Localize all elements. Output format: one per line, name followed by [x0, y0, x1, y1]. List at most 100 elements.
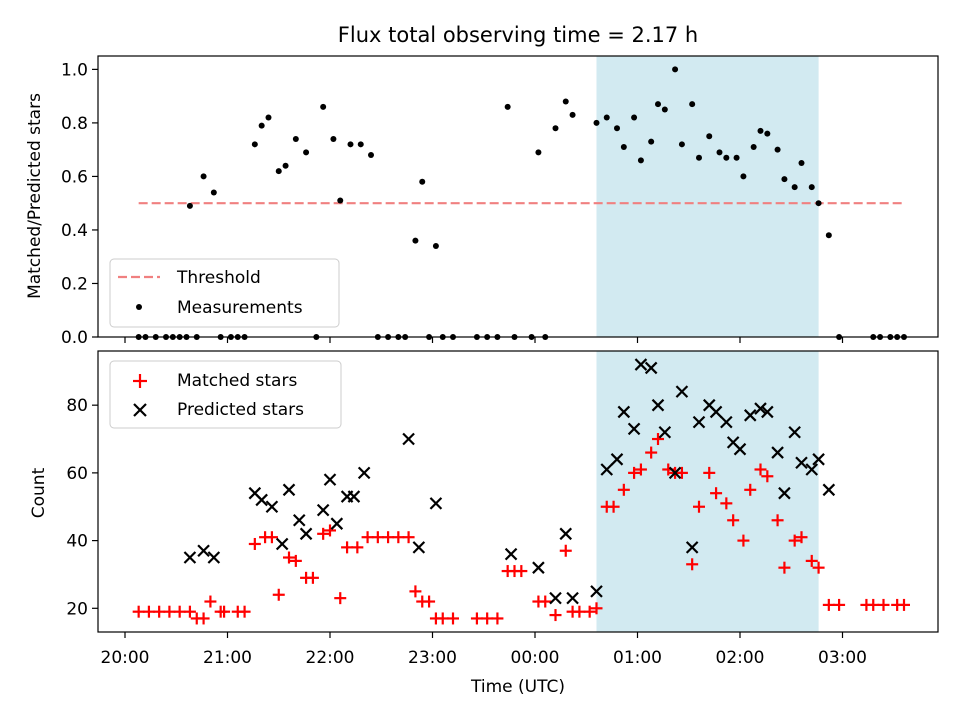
predicted-star-point — [761, 405, 774, 419]
measurement-point — [781, 176, 788, 183]
x-axis-label: Time (UTC) — [470, 677, 565, 697]
predicted-star-point — [207, 551, 221, 564]
matched-star-point — [351, 541, 364, 554]
top-y-tick-label: 0.4 — [61, 221, 88, 241]
matched-star-point — [898, 598, 910, 611]
matched-star-point — [371, 531, 384, 544]
matched-star-point — [833, 598, 846, 611]
x-tick-label: 01:00 — [613, 648, 662, 668]
measurement-point — [733, 154, 740, 161]
legend-matched-label: Matched stars — [177, 371, 297, 391]
matched-star-point — [361, 531, 374, 544]
predicted-star-point — [668, 466, 682, 480]
measurement-point — [706, 133, 713, 140]
measurement-point — [798, 160, 805, 167]
x-tick-label: 03:00 — [818, 648, 867, 668]
matched-star-point — [703, 466, 716, 479]
matched-star-point — [645, 446, 658, 459]
bottom-legend-box — [109, 360, 342, 429]
predicted-star-point — [600, 463, 614, 476]
measurement-point — [569, 111, 576, 118]
top-y-label: Matched/Predicted stars — [25, 93, 45, 299]
measurement-point — [637, 157, 644, 164]
measurement-point — [535, 149, 542, 156]
measurement-point — [808, 184, 815, 191]
matched-star-point — [771, 514, 784, 527]
bottom-panel: 20 40 60 80 20:00 21:00 22:00 23:00 00:00 01:00 0… — [29, 350, 939, 697]
x-tick-label: 21:00 — [203, 648, 252, 668]
measurement-point — [368, 152, 374, 159]
predicted-star-point — [610, 453, 624, 466]
matched-star-point — [720, 497, 733, 510]
predicted-star-point — [771, 446, 784, 459]
predicted-stars-series — [183, 358, 836, 605]
legend-measurements-swatch — [136, 304, 142, 310]
matched-star-point — [822, 598, 835, 611]
measurement-point — [200, 173, 207, 180]
measurement-point — [661, 106, 668, 113]
matched-star-point — [324, 524, 336, 537]
measurement-point — [251, 141, 258, 148]
x-tick-label: 22:00 — [306, 648, 355, 668]
measurement-point — [275, 168, 282, 175]
matched-star-point — [628, 466, 641, 479]
matched-star-point — [317, 527, 330, 540]
measurement-point — [337, 197, 344, 204]
matched-star-point — [289, 554, 302, 567]
measurement-point — [603, 114, 610, 121]
predicted-star-point — [788, 425, 801, 439]
measurement-point — [678, 141, 685, 148]
measurement-point — [412, 237, 419, 244]
x-tick-label: 00:00 — [511, 648, 560, 668]
matched-star-point — [248, 537, 261, 550]
measurement-point — [696, 154, 702, 161]
matched-star-point — [590, 602, 603, 615]
measurements-series — [135, 66, 907, 340]
predicted-star-point — [658, 425, 672, 439]
predicted-star-point — [299, 527, 313, 541]
predicted-star-point — [292, 513, 306, 527]
predicted-star-point — [692, 415, 706, 429]
predicted-star-point — [634, 358, 648, 371]
predicted-star-point — [183, 551, 197, 564]
predicted-star-point — [255, 493, 268, 507]
matched-star-point — [710, 487, 723, 500]
predicted-star-point — [532, 561, 545, 574]
predicted-star-point — [316, 503, 330, 517]
measurement-point — [282, 162, 289, 169]
measurement-point — [303, 149, 310, 156]
matched-star-point — [341, 541, 354, 554]
matched-star-point — [559, 544, 572, 557]
predicted-star-point — [720, 415, 733, 429]
matched-star-point — [447, 612, 459, 625]
matched-star-point — [675, 466, 688, 479]
measurement-point — [593, 119, 600, 126]
predicted-star-point — [733, 442, 747, 456]
measurement-point — [716, 149, 723, 156]
predicted-star-point — [504, 547, 518, 561]
predicted-star-point — [429, 497, 443, 510]
measurement-point — [791, 184, 798, 191]
measurement-point — [764, 130, 771, 137]
measurement-point — [320, 103, 327, 110]
measurement-point — [258, 122, 265, 129]
top-y-tick-label: 0.2 — [61, 274, 88, 294]
measurement-point — [330, 135, 337, 142]
matched-star-point — [204, 595, 217, 608]
measurement-point — [552, 125, 559, 132]
top-y-tick-label: 1.0 — [61, 60, 88, 80]
predicted-star-point — [590, 585, 603, 598]
bottom-y-tick-label: 20 — [66, 599, 88, 619]
predicted-star-point — [275, 537, 289, 551]
bottom-y-tick-label: 80 — [66, 396, 88, 416]
predicted-star-point — [197, 544, 210, 558]
chart-title: Flux total observing time = 2.17 h — [338, 23, 698, 47]
measurement-point — [210, 189, 217, 196]
matched-star-point — [197, 612, 210, 625]
matched-star-point — [392, 531, 405, 544]
top-y-axis: 0.0 0.2 0.4 0.6 0.8 1.0 — [61, 60, 98, 348]
predicted-star-point — [805, 463, 819, 476]
matched-star-point — [727, 514, 740, 527]
measurement-point — [432, 243, 439, 250]
bottom-y-axis: 20 40 60 80 — [66, 396, 98, 619]
